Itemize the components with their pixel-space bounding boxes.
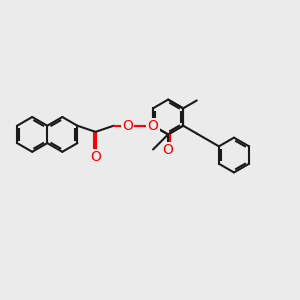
Text: O: O xyxy=(122,119,133,133)
Text: O: O xyxy=(163,143,173,157)
Text: O: O xyxy=(90,150,101,164)
Text: O: O xyxy=(148,119,158,133)
